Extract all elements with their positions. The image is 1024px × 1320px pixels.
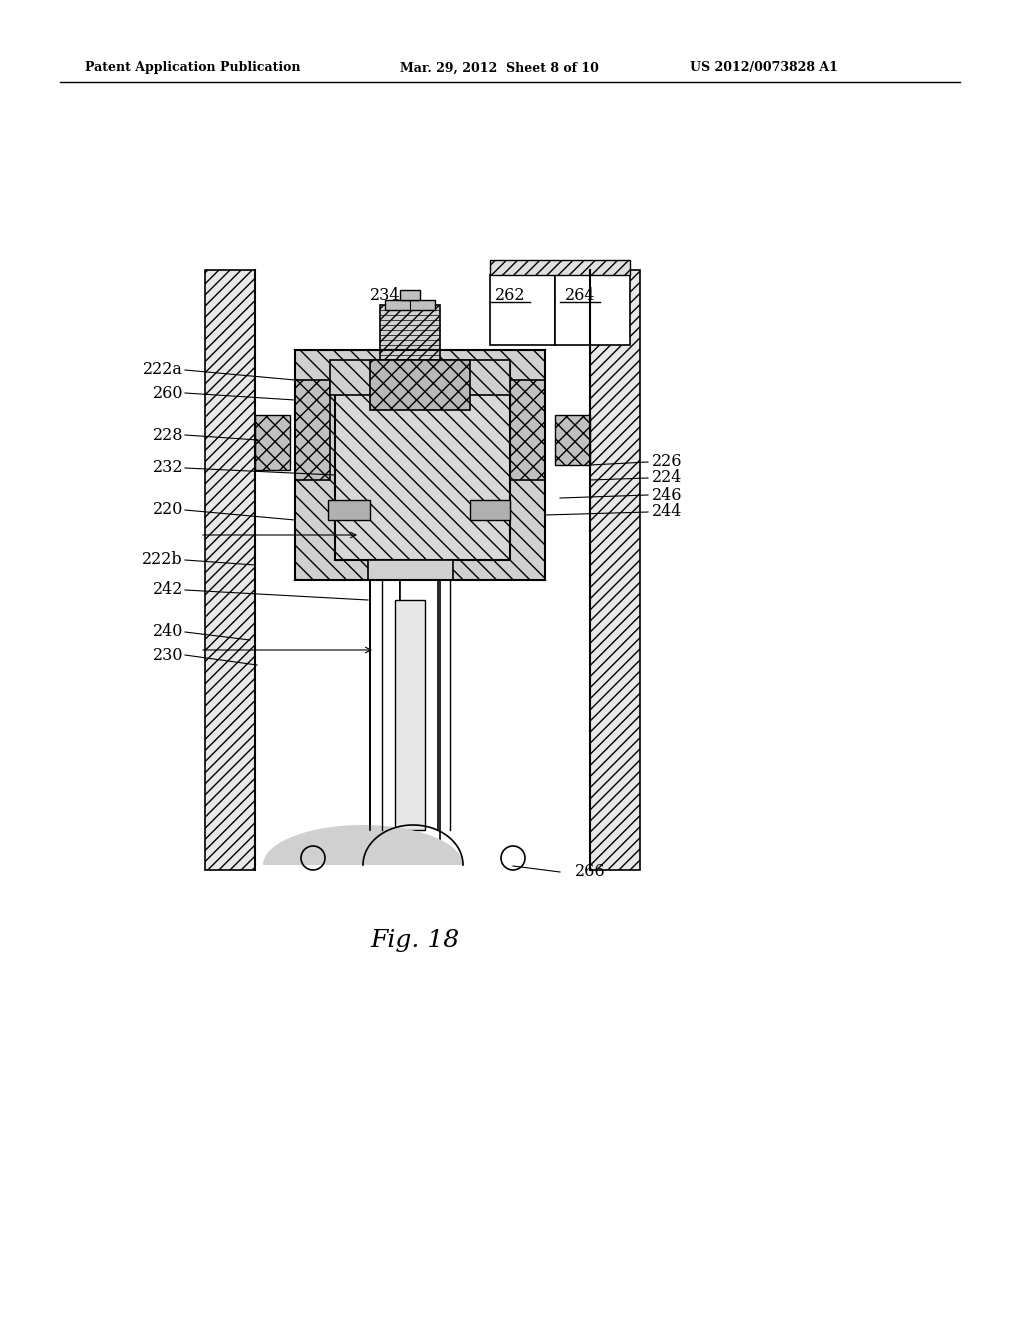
- Text: 264: 264: [565, 286, 595, 304]
- Text: 266: 266: [575, 863, 605, 880]
- Text: 260: 260: [153, 384, 183, 401]
- Text: US 2012/0073828 A1: US 2012/0073828 A1: [690, 62, 838, 74]
- Text: Patent Application Publication: Patent Application Publication: [85, 62, 300, 74]
- Text: 240: 240: [153, 623, 183, 640]
- Text: 230: 230: [153, 647, 183, 664]
- Text: 220: 220: [153, 502, 183, 519]
- Text: 232: 232: [153, 459, 183, 477]
- Bar: [490, 260, 630, 275]
- Text: 226: 226: [652, 454, 683, 470]
- Text: 234: 234: [370, 286, 400, 304]
- Text: 242: 242: [153, 582, 183, 598]
- Bar: [555, 414, 590, 465]
- Polygon shape: [263, 825, 463, 865]
- Text: 246: 246: [652, 487, 683, 503]
- Bar: [590, 271, 640, 870]
- Text: 222a: 222a: [143, 362, 183, 379]
- Bar: [370, 360, 470, 411]
- Text: 224: 224: [652, 470, 682, 487]
- Bar: [295, 350, 545, 579]
- Bar: [380, 305, 440, 360]
- Text: 222b: 222b: [142, 552, 183, 569]
- Bar: [470, 500, 510, 520]
- Bar: [205, 271, 255, 870]
- Text: 262: 262: [495, 286, 525, 304]
- Bar: [295, 380, 330, 480]
- Bar: [330, 360, 510, 395]
- Bar: [370, 579, 400, 840]
- Bar: [335, 366, 510, 560]
- Bar: [400, 579, 440, 840]
- Text: 228: 228: [153, 426, 183, 444]
- Bar: [555, 275, 630, 345]
- Bar: [510, 380, 545, 480]
- Bar: [368, 560, 453, 579]
- Text: 244: 244: [652, 503, 682, 520]
- Bar: [385, 300, 435, 310]
- Bar: [255, 414, 290, 470]
- Text: Mar. 29, 2012  Sheet 8 of 10: Mar. 29, 2012 Sheet 8 of 10: [400, 62, 599, 74]
- Bar: [395, 601, 425, 830]
- Text: Fig. 18: Fig. 18: [371, 928, 460, 952]
- Bar: [490, 275, 555, 345]
- Bar: [400, 290, 420, 300]
- Bar: [328, 500, 370, 520]
